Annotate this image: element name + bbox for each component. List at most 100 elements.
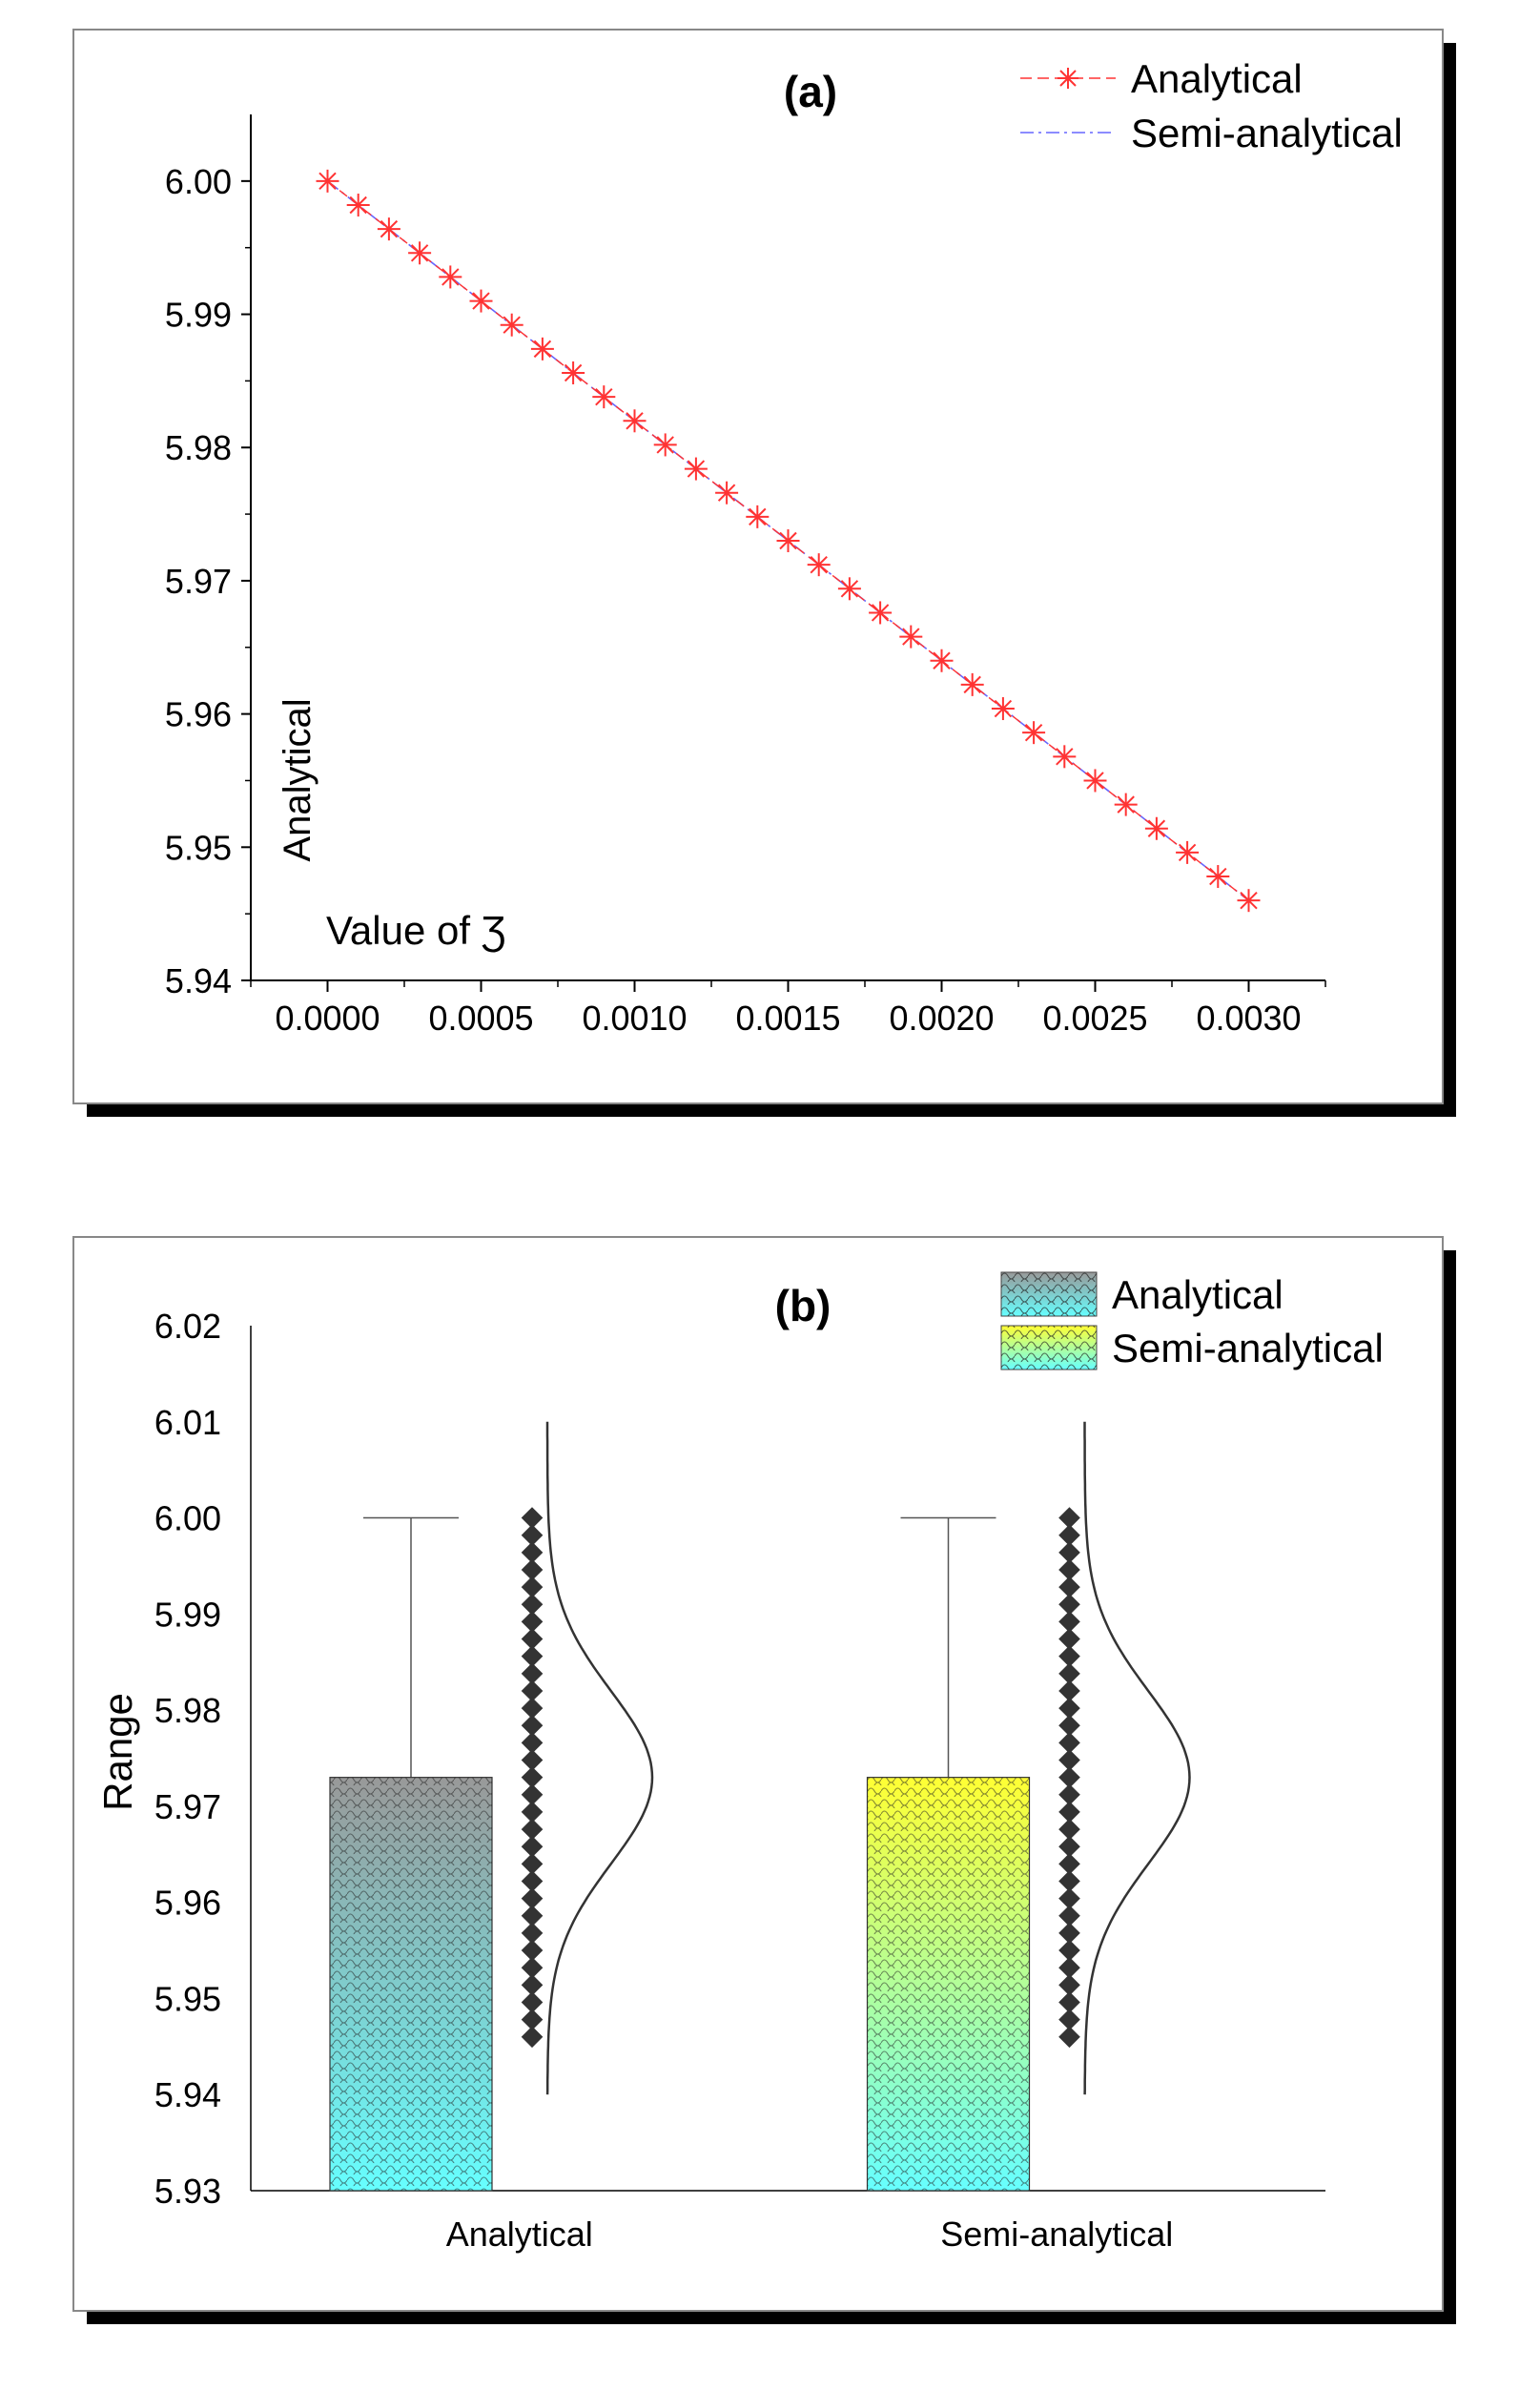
- data-point-diamond: [1058, 1835, 1080, 1858]
- data-point-diamond: [521, 1558, 544, 1581]
- panel-a-y-tick-label: 5.95: [165, 828, 232, 867]
- panel-a-y-tick-label: 5.96: [165, 695, 232, 734]
- star-stroke: [349, 196, 367, 215]
- star-stroke: [810, 555, 828, 574]
- data-point-diamond: [521, 1697, 544, 1720]
- analytical-star-marker: [1237, 889, 1261, 913]
- data-point-diamond: [1058, 1679, 1080, 1702]
- legend-b-semi-analytical-label: Semi-analytical: [1112, 1326, 1384, 1370]
- star-stroke: [963, 675, 981, 694]
- data-point-diamond: [1058, 1645, 1080, 1667]
- analytical-star-marker: [837, 577, 861, 601]
- panel-a-legend: Analytical Semi-analytical: [1020, 56, 1403, 155]
- star-stroke: [1209, 867, 1227, 886]
- panel-a-ylabel: Analytical: [277, 698, 318, 861]
- analytical-star-marker: [408, 241, 432, 265]
- data-point-diamond: [521, 1749, 544, 1771]
- panel-a-y-tick-label: 5.99: [165, 296, 232, 335]
- star-stroke: [380, 219, 399, 238]
- data-point-diamond: [521, 1766, 544, 1788]
- data-point-diamond: [1058, 2009, 1080, 2030]
- data-point-diamond: [1058, 1974, 1080, 1996]
- star-stroke: [749, 507, 767, 526]
- panel-b-y-tick-label: 5.98: [154, 1691, 221, 1730]
- data-point-diamond: [1058, 1991, 1080, 2013]
- panel-a-y-tick-label: 5.98: [165, 428, 232, 467]
- analytical-star-marker: [439, 265, 462, 289]
- legend-semi-analytical-label: Semi-analytical: [1131, 111, 1403, 155]
- data-point-diamond: [1058, 1956, 1080, 1979]
- star-stroke: [533, 340, 552, 359]
- star-stroke: [410, 244, 429, 262]
- analytical-star-marker: [377, 217, 400, 241]
- data-point-diamond: [1058, 1697, 1080, 1720]
- data-point-diamond: [1058, 1507, 1080, 1529]
- data-point-diamond: [1058, 1853, 1080, 1875]
- data-point-diamond: [1058, 1783, 1080, 1806]
- analytical-star-marker: [1144, 816, 1168, 840]
- star-stroke: [902, 628, 920, 646]
- legend-b-semi-analytical-pattern: [1001, 1326, 1097, 1370]
- analytical-star-marker: [623, 409, 647, 433]
- data-point-diamond: [1058, 1628, 1080, 1650]
- normal-distribution-curve: [545, 1421, 654, 2095]
- star-stroke: [1056, 748, 1074, 766]
- panel-a-label: (a): [784, 67, 837, 116]
- data-point-diamond: [521, 1853, 544, 1875]
- bar-pattern: [330, 1777, 492, 2191]
- star-stroke: [1147, 819, 1166, 837]
- analytical-star-marker: [1053, 745, 1077, 769]
- data-point-diamond: [521, 1593, 544, 1616]
- analytical-star-marker: [684, 457, 708, 481]
- legend-analytical-star-icon: [1057, 68, 1078, 89]
- data-point-diamond: [1058, 2026, 1080, 2049]
- star-stroke: [840, 580, 859, 598]
- star-stroke: [687, 460, 706, 478]
- panel-a-series: [316, 169, 1261, 913]
- star-stroke: [779, 531, 797, 550]
- data-point-diamond: [521, 1939, 544, 1962]
- analytical-star-marker: [960, 672, 984, 696]
- analytical-star-marker: [1022, 721, 1046, 745]
- data-point-diamond: [1058, 1714, 1080, 1737]
- category-label: Analytical: [446, 2215, 593, 2254]
- analytical-star-marker: [715, 481, 739, 505]
- panel-a-frame: [72, 29, 1444, 1104]
- analytical-star-marker: [1206, 865, 1230, 889]
- panel-a-x-tick-label: 0.0000: [275, 999, 380, 1038]
- star-stroke: [626, 412, 644, 430]
- data-point-diamond: [521, 1662, 544, 1685]
- analytical-star-marker: [1083, 769, 1107, 793]
- data-point-diamond: [1058, 1524, 1080, 1547]
- analytical-star-marker: [899, 625, 923, 649]
- legend-b-analytical-label: Analytical: [1112, 1272, 1283, 1317]
- data-point-diamond: [521, 1714, 544, 1737]
- data-point-diamond: [1058, 1766, 1080, 1788]
- analytical-star-marker: [776, 529, 800, 553]
- panel-b-y-tick-label: 5.94: [154, 2075, 221, 2114]
- data-point-diamond: [521, 1507, 544, 1529]
- data-point-diamond: [1058, 1801, 1080, 1823]
- panel-b-y-tick-label: 5.96: [154, 1884, 221, 1923]
- panel-a-annotation: Value of Ʒ: [326, 908, 505, 953]
- data-point-diamond: [521, 1991, 544, 2013]
- data-point-diamond: [521, 1524, 544, 1547]
- panel-a-x-tick-label: 0.0010: [582, 999, 687, 1038]
- star-stroke: [871, 604, 890, 622]
- star-stroke: [656, 436, 674, 454]
- star-stroke: [595, 387, 613, 406]
- panel-a-y-tick-label: 5.97: [165, 562, 232, 601]
- data-point-diamond: [521, 1956, 544, 1979]
- analytical-star-marker: [346, 193, 370, 216]
- panel-a-y-tick-label: 6.00: [165, 162, 232, 201]
- star-stroke: [441, 268, 460, 286]
- star-stroke: [472, 292, 490, 310]
- data-point-diamond: [1058, 1939, 1080, 1962]
- panel-b-y-tick-label: 6.01: [154, 1403, 221, 1442]
- analytical-star-marker: [500, 313, 524, 337]
- bar-pattern: [867, 1777, 1030, 2191]
- data-point-diamond: [1058, 1818, 1080, 1841]
- data-point-diamond: [521, 1905, 544, 1927]
- analytical-star-marker: [930, 649, 954, 672]
- data-point-diamond: [1058, 1593, 1080, 1616]
